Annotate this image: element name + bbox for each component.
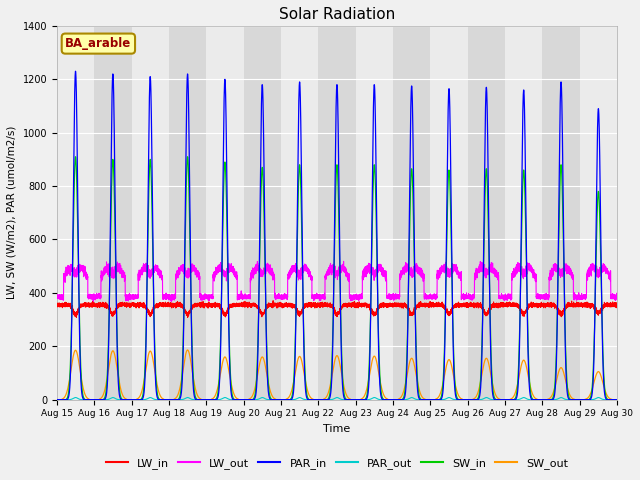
Y-axis label: LW, SW (W/m2), PAR (umol/m2/s): LW, SW (W/m2), PAR (umol/m2/s) [7, 126, 17, 300]
Text: BA_arable: BA_arable [65, 37, 131, 50]
Bar [505, 26, 542, 400]
Legend: LW_in, LW_out, PAR_in, PAR_out, SW_in, SW_out: LW_in, LW_out, PAR_in, PAR_out, SW_in, S… [102, 454, 572, 474]
X-axis label: Time: Time [323, 424, 351, 434]
Bar [57, 26, 94, 400]
Bar [356, 26, 393, 400]
Bar [132, 26, 169, 400]
Bar [580, 26, 617, 400]
Title: Solar Radiation: Solar Radiation [279, 7, 395, 22]
Bar [206, 26, 244, 400]
Bar [430, 26, 468, 400]
Bar [281, 26, 318, 400]
